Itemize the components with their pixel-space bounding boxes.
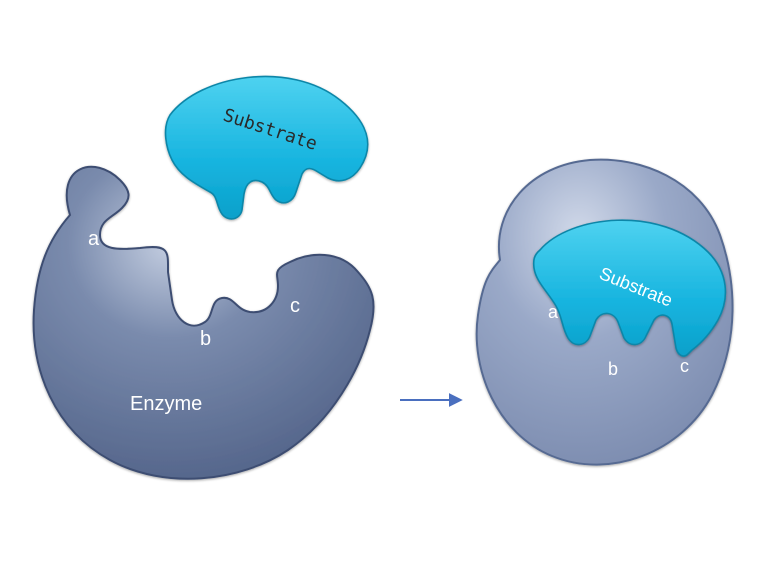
left-substrate: Substrate [166, 76, 368, 218]
right-point-a: a [548, 302, 559, 322]
right-point-c: c [680, 356, 689, 376]
left-point-c: c [290, 295, 300, 317]
left-enzyme-label: Enzyme [130, 393, 202, 415]
left-enzyme: a b c Enzyme [34, 167, 374, 479]
left-point-b: b [200, 328, 211, 350]
right-point-b: b [608, 359, 618, 379]
enzyme-substrate-diagram: a b c Enzyme Substrate Substrate a b c [0, 0, 768, 577]
left-point-a: a [88, 228, 100, 250]
